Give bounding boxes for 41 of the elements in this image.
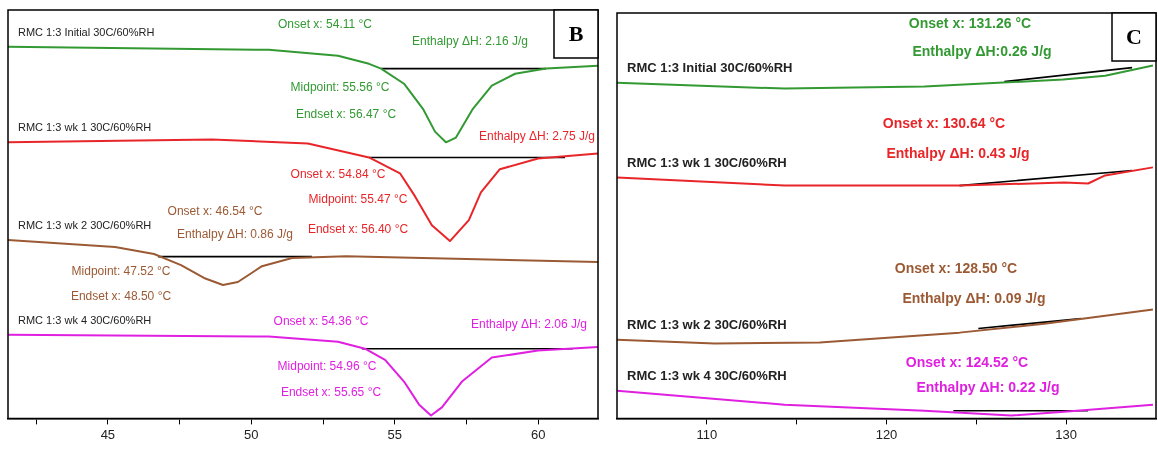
text: Onset x: 131.26 °C <box>908 14 1032 31</box>
x-tick-label: 110 <box>696 426 718 442</box>
chart-title: B <box>568 20 584 46</box>
series-label: RMC 1:3 wk 4 30C/60%RH <box>627 368 787 384</box>
annotation: Enthalpy ΔH: 0.43 J/g <box>886 144 1030 161</box>
annotation: Onset x: 54.84 °C <box>290 167 386 182</box>
annotation: Enthalpy ΔH: 2.16 J/g <box>411 34 529 49</box>
annotation: Endset x: 56.40 °C <box>307 222 409 237</box>
x-tick-label: 60 <box>531 426 546 442</box>
x-tick-label: 130 <box>1055 426 1078 442</box>
x-tick-label: 50 <box>244 426 259 442</box>
annotation: Enthalpy ΔH: 0.86 J/g <box>176 227 294 242</box>
text: Onset x: 54.11 °C <box>278 17 373 32</box>
annotation: Endset x: 48.50 °C <box>70 289 172 304</box>
series-label: RMC 1:3 wk 4 30C/60%RH <box>18 313 152 326</box>
annotation: Midpoint: 47.52 °C <box>71 264 171 279</box>
annotation: Midpoint: 55.56 °C <box>290 80 390 95</box>
chart-title: C <box>1126 23 1142 49</box>
annotation: Enthalpy ΔH: 2.75 J/g <box>478 129 596 144</box>
series-label: RMC 1:3 Initial 30C/60%RH <box>18 25 155 38</box>
series-label: RMC 1:3 wk 2 30C/60%RH <box>627 317 787 333</box>
annotation: Midpoint: 54.96 °C <box>277 359 377 374</box>
annotation: Onset x: 54.36 °C <box>273 314 369 329</box>
annotation: Onset x: 130.64 °C <box>882 114 1006 131</box>
annotation: Onset x: 128.50 °C <box>894 259 1018 276</box>
series-label: RMC 1:3 wk 1 30C/60%RH <box>18 121 152 134</box>
series-label: RMC 1:3 wk 1 30C/60%RH <box>627 155 787 171</box>
annotation: Midpoint: 55.47 °C <box>308 192 408 207</box>
annotation: Endset x: 56.47 °C <box>295 107 397 122</box>
annotation: Enthalpy ΔH: 0.22 J/g <box>916 378 1060 395</box>
annotation: Endset x: 55.65 °C <box>280 385 382 400</box>
annotation: Onset x: 46.54 °C <box>167 204 263 219</box>
text: Enthalpy ΔH:0.26 J/g <box>912 42 1052 59</box>
series-label: RMC 1:3 wk 2 30C/60%RH <box>18 219 152 232</box>
series-label: RMC 1:3 Initial 30C/60%RH <box>627 60 793 76</box>
annotation: Onset x: 124.52 °C <box>905 353 1029 370</box>
annotation: Enthalpy ΔH: 2.06 J/g <box>470 317 588 332</box>
annotation: Enthalpy ΔH: 0.09 J/g <box>902 289 1046 306</box>
x-tick-label: 55 <box>387 426 403 442</box>
x-tick-label: 45 <box>100 426 116 442</box>
x-tick-label: 120 <box>875 426 898 442</box>
